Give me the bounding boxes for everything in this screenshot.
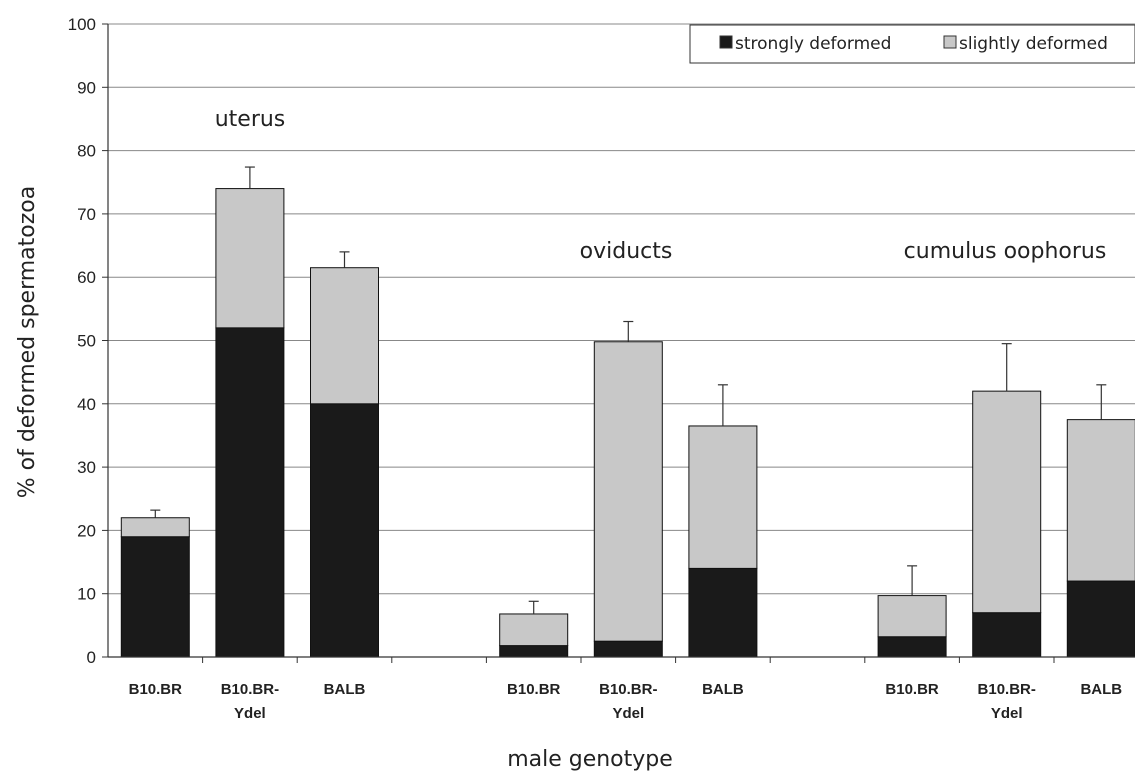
- x-category-label-line: B10.BR-: [978, 681, 1036, 698]
- legend-swatch-slightly: [943, 35, 957, 49]
- legend-label-strongly: strongly deformed: [735, 34, 891, 54]
- bar-strongly-deformed: [310, 403, 379, 658]
- group-label: oviducts: [580, 239, 673, 264]
- bar-slightly-deformed: [310, 267, 379, 405]
- x-category-label-line: B10.BR-: [599, 681, 657, 698]
- y-tick-label: 40: [77, 395, 96, 414]
- legend: strongly deformed slightly deformed: [689, 24, 1135, 64]
- x-category-label: B10.BR- Ydel: [599, 681, 657, 722]
- bar-strongly-deformed: [593, 640, 663, 658]
- x-category-label-line: Ydel: [612, 705, 644, 722]
- x-category-label-line: B10.BR: [507, 681, 561, 698]
- x-category-label: B10.BR- Ydel: [978, 681, 1036, 722]
- y-tick-label: 20: [77, 521, 96, 540]
- x-category-label-line: B10.BR-: [221, 681, 279, 698]
- x-category-label-line: BALB: [702, 681, 744, 698]
- y-tick-label: 0: [87, 648, 96, 667]
- x-category-label-line: BALB: [324, 681, 366, 698]
- bar-slightly-deformed: [972, 390, 1042, 614]
- y-tick-labels: 0 10 20 30 40 50 60 70 80 90 100: [68, 15, 96, 667]
- axes: [102, 23, 1135, 663]
- x-category-label-line: B10.BR: [129, 681, 183, 698]
- bar-slightly-deformed: [499, 613, 569, 647]
- bar-strongly-deformed: [1066, 580, 1135, 658]
- y-tick-label: 100: [68, 15, 96, 34]
- x-category-label-line: Ydel: [991, 705, 1023, 722]
- y-tick-label: 90: [77, 78, 96, 97]
- y-tick-label: 80: [77, 142, 96, 161]
- x-category-label: BALB: [702, 681, 744, 698]
- legend-box: [689, 24, 1135, 64]
- bar-slightly-deformed: [215, 188, 285, 329]
- legend-swatch-strongly: [719, 35, 733, 49]
- bar-slightly-deformed: [120, 517, 190, 538]
- group-labels: uterus oviducts cumulus oophorus: [215, 107, 1107, 264]
- bar-strongly-deformed: [120, 536, 190, 658]
- bar-strongly-deformed: [877, 636, 947, 658]
- x-category-label: BALB: [324, 681, 366, 698]
- y-tick-label: 60: [77, 268, 96, 287]
- x-category-label-line: BALB: [1080, 681, 1122, 698]
- y-tick-label: 10: [77, 585, 96, 604]
- y-axis-title: % of deformed spermatozoa: [15, 186, 40, 499]
- x-category-label-line: B10.BR: [885, 681, 939, 698]
- x-category-label: BALB: [1080, 681, 1122, 698]
- x-axis-title: male genotype: [507, 747, 673, 772]
- y-tick-label: 50: [77, 332, 96, 351]
- bar-slightly-deformed: [688, 425, 758, 569]
- x-category-label: B10.BR: [885, 681, 939, 698]
- x-category-label: B10.BR: [129, 681, 183, 698]
- group-label: cumulus oophorus: [904, 239, 1107, 264]
- x-category-labels: B10.BR B10.BR- Ydel BALB B10.BR B10.BR- Ydel BA…: [129, 681, 1123, 722]
- bar-slightly-deformed: [593, 341, 663, 642]
- bar-slightly-deformed: [877, 595, 947, 638]
- x-category-label: B10.BR: [507, 681, 561, 698]
- bar-strongly-deformed: [688, 567, 758, 658]
- bar-strongly-deformed: [215, 327, 285, 658]
- legend-label-slightly: slightly deformed: [959, 34, 1108, 54]
- group-label: uterus: [215, 107, 286, 132]
- bar-slightly-deformed: [1066, 419, 1135, 582]
- y-tick-label: 30: [77, 458, 96, 477]
- x-category-label: B10.BR- Ydel: [221, 681, 279, 722]
- bar-strongly-deformed: [972, 612, 1042, 658]
- bar-strongly-deformed: [499, 645, 569, 658]
- y-tick-label: 70: [77, 205, 96, 224]
- bars: [120, 166, 1135, 658]
- x-category-label-line: Ydel: [234, 705, 266, 722]
